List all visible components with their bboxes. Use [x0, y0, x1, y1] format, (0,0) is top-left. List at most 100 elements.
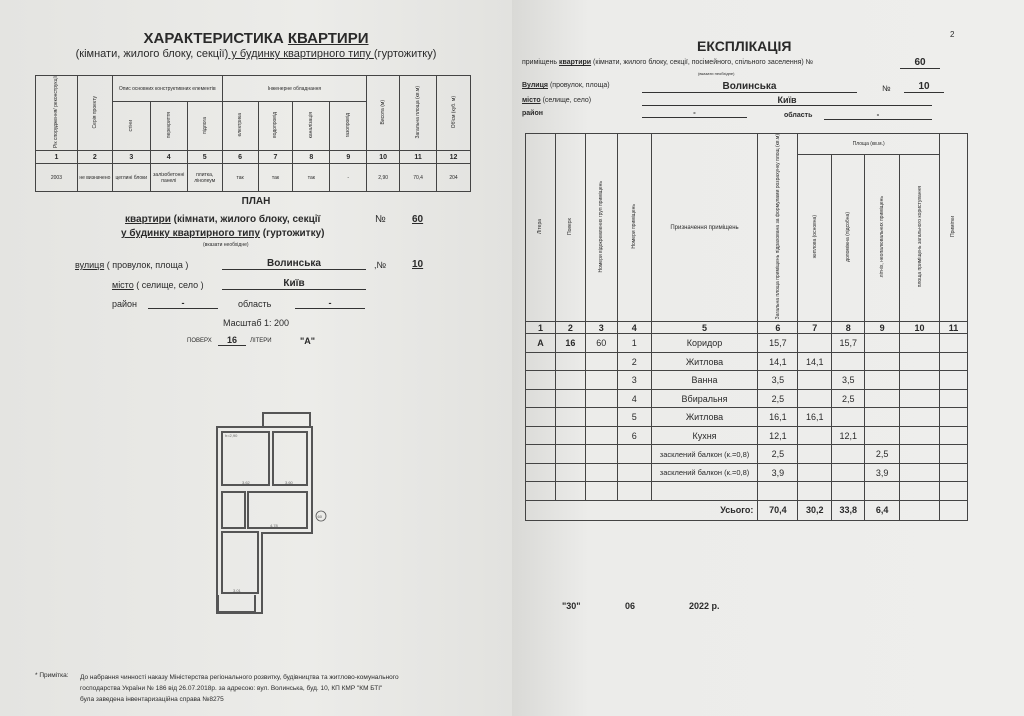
header-flooring: підлога	[186, 101, 223, 152]
table-cell	[899, 481, 940, 501]
table-cell	[899, 462, 940, 483]
table-row: 4 Вбиральня 2,5 2,5	[525, 388, 969, 409]
explication-table: Літера Поверх Номери відокремлених груп …	[524, 132, 969, 521]
apartment-number: 60	[900, 57, 940, 69]
table-cell	[525, 351, 556, 372]
plan-line2: у будинку квартирного типу (гуртожитку)	[121, 228, 325, 239]
header-auxiliary: допоміжна (підсобна)	[831, 153, 866, 323]
district-value: -	[642, 108, 747, 118]
table-cell	[899, 444, 940, 464]
subtitle-a: (кімнати, жилого блоку, секції)	[75, 48, 229, 60]
table-cell	[616, 444, 652, 464]
column-numbers-row: 1 2 3 4 5 6 7 8 9 10 11	[525, 321, 969, 335]
header-total-area: Загальна площа приміщень підрахована за …	[757, 132, 799, 323]
plan-mark: 4.78	[270, 523, 279, 528]
table-cell	[616, 462, 652, 483]
table-row	[525, 481, 969, 501]
district-label: район	[522, 110, 543, 117]
plan-mark-height: h=2,90	[225, 433, 238, 438]
table-cell	[831, 481, 866, 501]
table-cell: Коридор	[650, 333, 759, 353]
table-cell	[797, 333, 833, 353]
table-cell	[554, 351, 586, 372]
table-cell	[831, 462, 866, 483]
table-cell	[757, 481, 799, 501]
header-series: Серія проекту	[76, 74, 113, 152]
plan-mark: 3.01	[233, 588, 242, 593]
table-cell: 12,1	[831, 425, 866, 446]
table-cell: засклений балкон (к.=0,8)	[650, 462, 759, 483]
table-cell	[554, 425, 586, 446]
date-year: 2022 р.	[689, 601, 720, 611]
table-cell	[525, 444, 556, 464]
table-cell	[899, 388, 940, 409]
table-cell: 3,9	[864, 462, 901, 483]
table-cell	[864, 481, 901, 501]
header-liter: Літера	[525, 132, 556, 323]
table-row: 3 Ванна 3,5 3,5	[525, 370, 969, 390]
header-room-numbers: Номери приміщень	[616, 132, 652, 323]
header-group-engineering: Інженерне обладнання	[221, 74, 368, 103]
table-cell	[797, 370, 833, 390]
table-cell	[899, 370, 940, 390]
characteristic-title: ХАРАКТЕРИСТИКА КВАРТИРИ	[0, 30, 512, 47]
table-cell: 2	[616, 351, 652, 372]
table-cell: 15,7	[831, 333, 866, 353]
table-cell: 2,5	[757, 388, 799, 409]
table-cell	[584, 444, 618, 464]
header-common: площа приміщень загального користування	[899, 153, 940, 323]
table-cell: 60	[584, 333, 618, 353]
table-row: 6 Кухня 12,1 12,1	[525, 425, 969, 446]
header-group-numbers: Номери відокремлених груп приміщень	[584, 132, 618, 323]
header-purpose: Призначення приміщень	[650, 132, 759, 323]
plan-mark: 3.60	[285, 480, 294, 485]
axis-marker-label: 60	[318, 514, 323, 519]
table-cell: 16	[554, 333, 586, 353]
hint-text: (вказати необхідне)	[698, 71, 735, 76]
table-cell	[938, 370, 969, 390]
street-label: Вулиця (провулок, площа)	[522, 82, 610, 89]
table-cell	[525, 370, 556, 390]
table-cell: Житлова	[650, 351, 759, 372]
table-row: 5 Житлова 16,1 16,1	[525, 407, 969, 427]
house-label: №	[882, 84, 891, 93]
table-cell: 16,1	[757, 407, 799, 427]
apartment-number: 60	[412, 214, 424, 225]
table-cell: 2,5	[831, 388, 866, 409]
table-cell	[831, 351, 866, 372]
table-cell	[650, 481, 759, 501]
table-cell	[797, 425, 833, 446]
city-value: Київ	[222, 278, 366, 290]
date-month: 06	[625, 601, 636, 611]
table-cell	[938, 388, 969, 409]
left-page: ХАРАКТЕРИСТИКА КВАРТИРИ (кімнати, жилого…	[0, 0, 512, 716]
table-cell	[584, 425, 618, 446]
header-year: Рік спорудження/ реконструкції	[35, 74, 78, 152]
table-cell	[831, 444, 866, 464]
table-cell	[554, 481, 586, 501]
explication-title: ЕКСПЛІКАЦІЯ	[697, 38, 792, 54]
house-label: ,№	[374, 260, 387, 270]
table-cell	[554, 407, 586, 427]
region-value: -	[824, 110, 932, 120]
table-cell: А	[525, 333, 556, 353]
table-cell	[864, 370, 901, 390]
floor-value: 16	[218, 335, 246, 346]
district-label: район	[112, 299, 138, 309]
house-number: 10	[412, 259, 424, 270]
city-label: місто ( селище, село )	[112, 280, 204, 290]
table-cell: 16,1	[797, 407, 833, 427]
explication-subtitle: приміщень квартири (кімнати, жилого блок…	[522, 59, 814, 66]
table-cell	[899, 351, 940, 372]
table-cell: 3,5	[831, 370, 866, 390]
table-cell: Вбиральня	[650, 388, 759, 409]
header-walls: стіни	[111, 101, 151, 152]
table-cell: 3,5	[757, 370, 799, 390]
table-cell	[938, 351, 969, 372]
table-cell	[864, 425, 901, 446]
table-cell	[584, 370, 618, 390]
table-cell: 14,1	[797, 351, 833, 372]
table-cell	[864, 407, 901, 427]
header-height: Висота (м)	[366, 74, 401, 152]
table-cell	[554, 388, 586, 409]
